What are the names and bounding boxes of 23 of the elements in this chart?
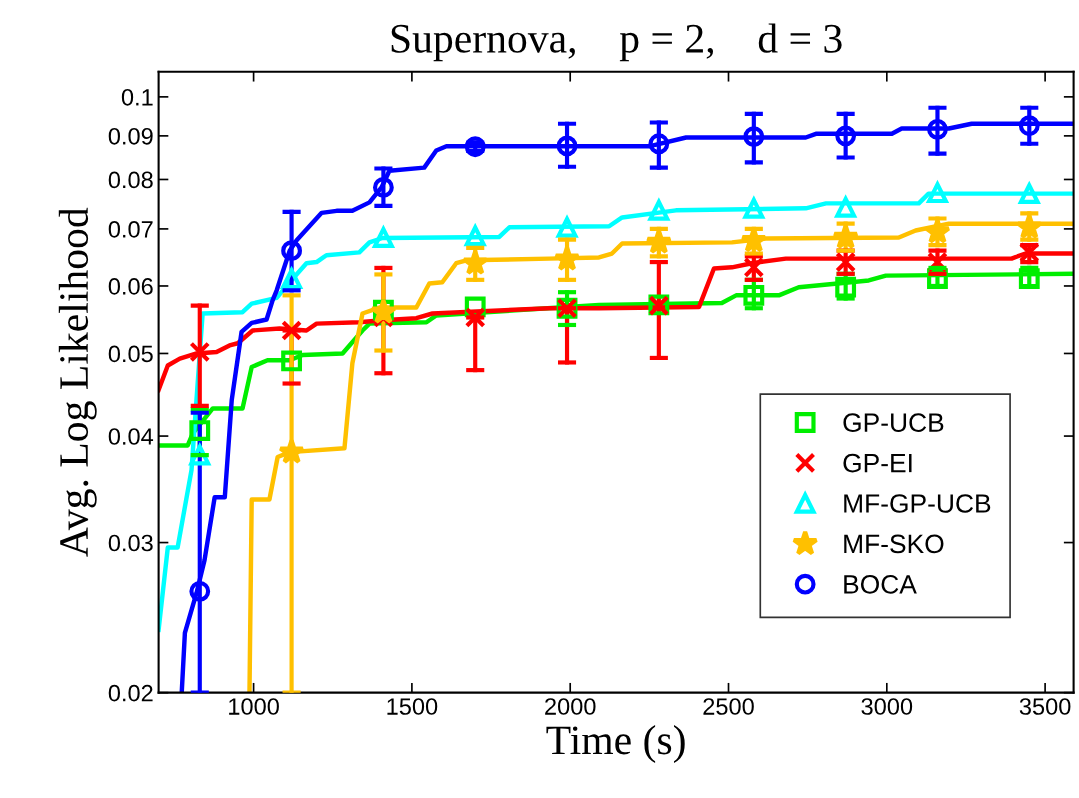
y-tick-label: 0.09 — [108, 127, 153, 145]
legend-label: GP-UCB — [843, 413, 944, 432]
y-tick-label: 0.06 — [108, 278, 153, 295]
y-tick-label: 0.03 — [108, 534, 153, 552]
y-tick-label: 0.07 — [108, 220, 153, 238]
y-axis-title: Avg. Log Likelihood — [58, 207, 97, 557]
y-tick-label: 0.05 — [108, 345, 153, 363]
y-tick-label: 0.04 — [108, 428, 154, 445]
x-axis-title: Time (s) — [546, 725, 685, 763]
x-tick-label: 1000 — [229, 698, 279, 715]
y-tick-label: 0.02 — [108, 684, 153, 702]
chart-title: Supernova, p = 2, d = 3 — [391, 23, 842, 62]
x-tick-label: 3000 — [861, 698, 913, 715]
x-tick-label: 2000 — [545, 698, 596, 715]
x-tick-label: 3500 — [1019, 698, 1071, 715]
legend-label: MF-SKO — [844, 534, 944, 554]
x-tick-label: 2500 — [703, 698, 754, 715]
y-tick-label: 0.1 — [121, 88, 153, 106]
legend-label: MF-GP-UCB — [844, 494, 991, 513]
y-tick-label: 0.08 — [108, 171, 153, 189]
x-tick-label: 1500 — [387, 698, 438, 715]
legend-label: GP-EI — [843, 453, 912, 473]
legend-label: BOCA — [844, 575, 917, 594]
